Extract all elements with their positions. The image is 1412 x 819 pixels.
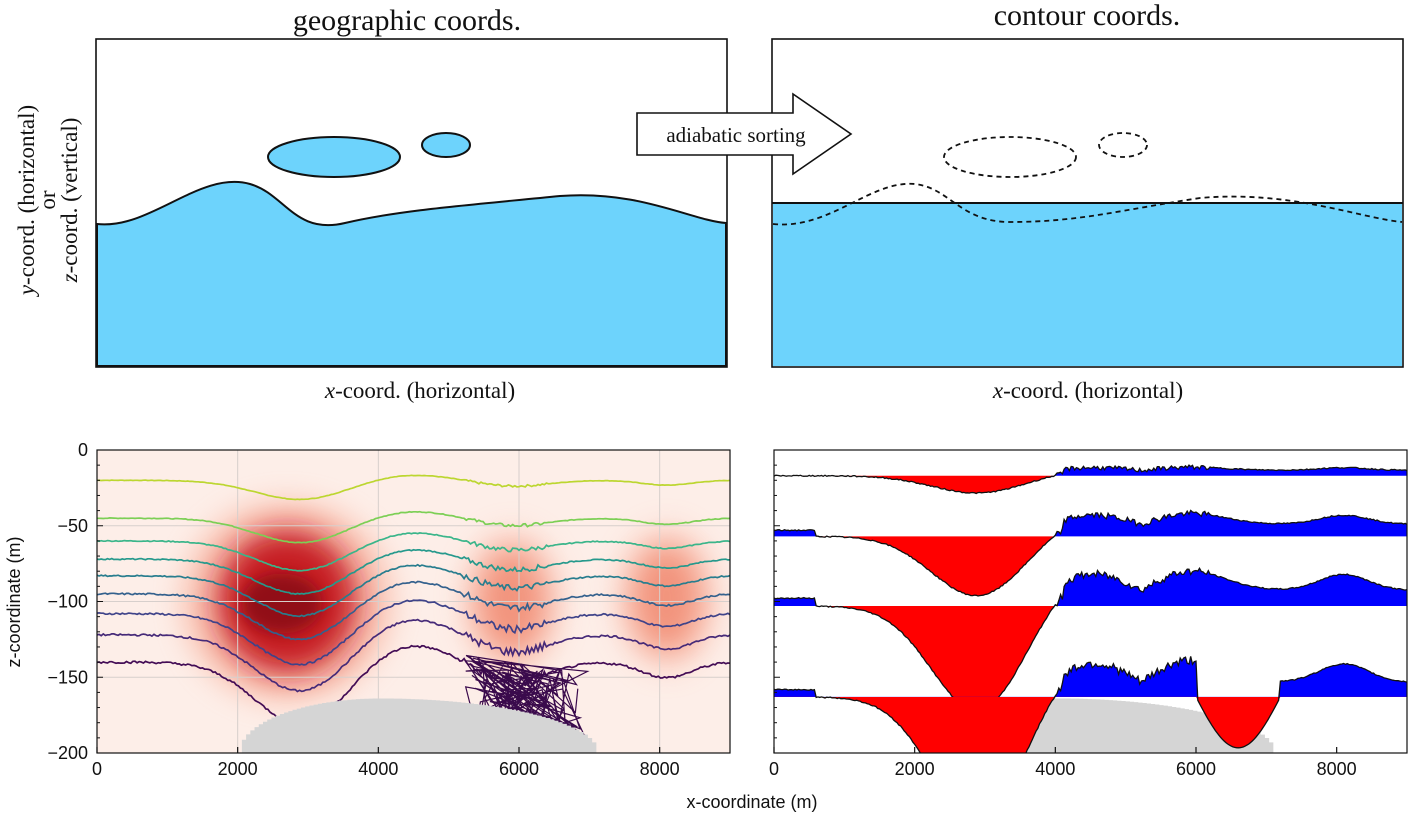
anomaly-outline (774, 464, 1407, 495)
arrow-label: adiabatic sorting (666, 123, 806, 147)
original-blob-large-dashed (943, 136, 1077, 178)
x-tick-label: 8000 (640, 759, 680, 779)
isopycnal-contour (97, 644, 730, 726)
x-tick-label: 6000 (499, 759, 539, 779)
positive-anomaly-area (774, 465, 1407, 476)
positive-anomaly-area (774, 510, 1407, 537)
negative-anomaly-area (774, 536, 1407, 596)
x-tick-label: 4000 (358, 759, 398, 779)
left-x-axis-label: x-coord. (horizontal) (324, 378, 515, 403)
x-tick-label: 0 (92, 759, 102, 779)
contour-lines (97, 474, 730, 745)
sorted-anomaly-areas (774, 464, 1407, 753)
x-tick-label: 4000 (1035, 759, 1075, 779)
bottom-topography (237, 698, 601, 753)
isopycnal-contour (97, 599, 730, 666)
x-axis-ticks-right: 0 2000 4000 6000 8000 (769, 747, 1357, 779)
x-axis-ticks: 0 2000 4000 6000 8000 (92, 747, 680, 779)
anomaly-outline (774, 656, 1407, 753)
isopycnal-contour (97, 532, 730, 572)
y-tick-label: −150 (47, 667, 88, 687)
isopycnal-contour (97, 474, 730, 501)
heat-blob (632, 546, 701, 651)
turbulent-contour (464, 654, 590, 745)
x-tick-label: 6000 (1176, 759, 1216, 779)
isopycnal-contour (97, 548, 730, 596)
negative-anomaly-area (774, 475, 1407, 494)
original-interface-dashed (772, 183, 1403, 226)
y-tick-label: −200 (47, 743, 88, 763)
anomaly-outline (774, 567, 1407, 712)
svg-text:y-coord. (horizontal): y-coord. (horizontal) (14, 105, 39, 297)
top-left-panel: geographic coords. x-coord. (horizontal)… (14, 4, 728, 403)
y-axis-ticks-right (774, 449, 780, 754)
adiabatic-sorting-arrow: adiabatic sorting (636, 92, 853, 176)
y-tick-label: −100 (47, 592, 88, 612)
x-tick-label: 0 (769, 759, 779, 779)
top-y-axis-label: y-coord. (horizontal) or z-coord. (verti… (14, 105, 82, 297)
x-tick-label: 2000 (218, 759, 258, 779)
bottom-left-chart: 0 −50 −100 −150 −200 0 2000 4000 6000 8000 z-coo… (4, 440, 731, 779)
fluid-blob-large (267, 136, 401, 178)
right-x-axis-label: x-coord. (horizontal) (992, 378, 1183, 403)
isopycnal-contour (97, 510, 730, 544)
bottom-y-axis-label: z-coordinate (m) (4, 536, 24, 667)
y-tick-label: 0 (78, 440, 88, 460)
sorted-fluid-layer (773, 203, 1402, 366)
x-tick-label: 2000 (895, 759, 935, 779)
fluid-layer-wavy (96, 181, 727, 367)
top-right-panel: contour coords. x-coord. (horizontal) (771, 0, 1404, 403)
x-tick-label: 8000 (1317, 759, 1357, 779)
y-tick-label: −50 (57, 516, 88, 536)
y-axis-ticks: 0 −50 −100 −150 −200 (47, 440, 103, 763)
isopycnal-contour (97, 580, 730, 641)
isopycnal-contour (97, 618, 730, 693)
bottom-x-axis-label: x-coordinate (m) (686, 792, 817, 812)
isopycnal-contour (97, 563, 730, 618)
anomaly-outline (774, 509, 1407, 597)
positive-anomaly-area (774, 656, 1407, 697)
svg-text:or: or (35, 190, 60, 210)
heat-blob-core (241, 573, 322, 634)
negative-anomaly-area (774, 606, 1407, 712)
left-panel-title: geographic coords. (293, 4, 521, 37)
fluid-blob-small (421, 132, 471, 158)
positive-anomaly-area (774, 568, 1407, 607)
arrow-shape (636, 92, 853, 176)
negative-anomaly-area (774, 696, 1407, 753)
original-blob-small-dashed (1098, 132, 1148, 158)
bottom-right-chart: 0 2000 4000 6000 8000 (769, 449, 1408, 779)
right-panel-title: contour coords. (994, 0, 1181, 32)
svg-text:z-coord. (vertical): z-coord. (vertical) (57, 118, 82, 284)
